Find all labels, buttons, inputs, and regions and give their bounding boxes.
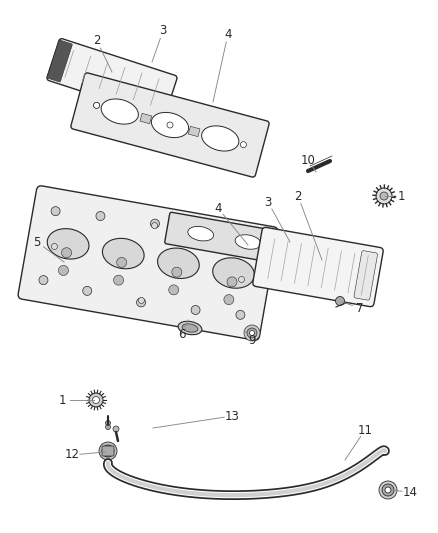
Circle shape <box>191 305 200 314</box>
Circle shape <box>167 122 173 128</box>
FancyBboxPatch shape <box>47 38 177 117</box>
Text: 10: 10 <box>300 154 315 166</box>
Circle shape <box>224 295 234 304</box>
Circle shape <box>382 484 394 496</box>
Ellipse shape <box>152 112 189 138</box>
Ellipse shape <box>235 235 261 249</box>
Ellipse shape <box>182 324 198 332</box>
Text: 4: 4 <box>224 28 232 41</box>
Circle shape <box>117 257 127 268</box>
Circle shape <box>102 445 114 457</box>
Text: 14: 14 <box>403 486 417 498</box>
FancyBboxPatch shape <box>47 40 72 82</box>
FancyBboxPatch shape <box>102 446 114 456</box>
Circle shape <box>239 277 244 282</box>
Circle shape <box>51 207 60 216</box>
Ellipse shape <box>213 258 254 288</box>
Circle shape <box>106 424 110 430</box>
Circle shape <box>113 275 124 285</box>
Text: 2: 2 <box>93 35 101 47</box>
Circle shape <box>62 248 71 257</box>
Circle shape <box>379 481 397 499</box>
Circle shape <box>39 276 48 285</box>
FancyBboxPatch shape <box>71 73 269 177</box>
Circle shape <box>106 421 110 425</box>
Circle shape <box>99 442 117 460</box>
Text: 9: 9 <box>248 334 256 346</box>
Bar <box>188 126 200 136</box>
Ellipse shape <box>158 248 199 279</box>
Text: 3: 3 <box>159 25 167 37</box>
Circle shape <box>336 296 345 305</box>
FancyBboxPatch shape <box>18 186 278 340</box>
Circle shape <box>204 231 213 240</box>
Circle shape <box>172 267 182 277</box>
Circle shape <box>247 328 257 338</box>
Ellipse shape <box>101 99 138 124</box>
Ellipse shape <box>201 126 239 151</box>
Ellipse shape <box>188 227 214 241</box>
Circle shape <box>152 223 158 229</box>
Circle shape <box>96 212 105 221</box>
Circle shape <box>94 102 99 108</box>
Text: 7: 7 <box>356 302 364 314</box>
Circle shape <box>240 142 247 148</box>
Circle shape <box>380 192 388 200</box>
Circle shape <box>244 325 260 341</box>
Text: 5: 5 <box>33 236 41 248</box>
FancyBboxPatch shape <box>165 212 331 272</box>
Text: 1: 1 <box>58 393 66 407</box>
Circle shape <box>105 448 111 454</box>
Text: 12: 12 <box>64 448 80 462</box>
Circle shape <box>169 285 179 295</box>
Circle shape <box>227 277 237 287</box>
Text: 4: 4 <box>214 201 222 214</box>
Ellipse shape <box>178 321 202 335</box>
Circle shape <box>385 487 391 493</box>
Circle shape <box>138 297 145 303</box>
Text: 11: 11 <box>357 424 372 437</box>
Circle shape <box>94 102 99 108</box>
Circle shape <box>83 286 92 295</box>
Ellipse shape <box>283 243 308 257</box>
Circle shape <box>137 298 145 307</box>
Circle shape <box>150 219 159 228</box>
Text: 2: 2 <box>294 190 302 203</box>
Circle shape <box>92 397 99 403</box>
Circle shape <box>248 241 257 251</box>
Text: 3: 3 <box>264 196 272 208</box>
Bar <box>140 114 152 124</box>
Text: 6: 6 <box>178 327 186 341</box>
Circle shape <box>250 330 254 335</box>
Ellipse shape <box>47 229 89 259</box>
FancyBboxPatch shape <box>354 251 378 300</box>
Circle shape <box>51 244 57 249</box>
Circle shape <box>113 426 119 432</box>
Text: 1: 1 <box>397 190 405 203</box>
Circle shape <box>89 393 103 407</box>
FancyBboxPatch shape <box>253 228 383 306</box>
Text: 13: 13 <box>225 409 240 423</box>
Ellipse shape <box>102 238 144 269</box>
Circle shape <box>236 310 245 319</box>
Circle shape <box>376 188 392 204</box>
Circle shape <box>58 265 68 276</box>
